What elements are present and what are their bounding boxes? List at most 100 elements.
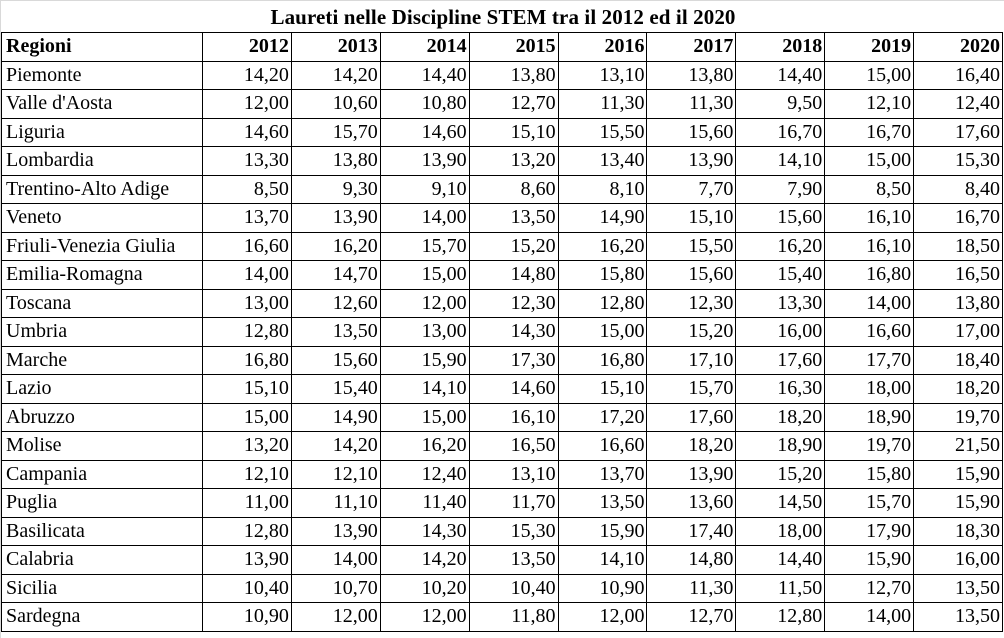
value-cell[interactable]: 16,10: [824, 203, 915, 233]
value-cell[interactable]: 13,70: [202, 203, 292, 233]
value-cell[interactable]: 14,10: [735, 146, 826, 176]
value-cell[interactable]: 12,60: [290, 288, 381, 318]
value-cell[interactable]: 14,00: [824, 288, 915, 318]
value-cell[interactable]: 10,60: [290, 89, 381, 119]
value-cell[interactable]: 15,00: [557, 317, 648, 347]
value-cell[interactable]: 13,50: [468, 545, 559, 575]
value-cell[interactable]: 13,80: [646, 60, 737, 90]
value-cell[interactable]: 10,40: [468, 573, 559, 603]
region-cell[interactable]: Lombardia: [1, 146, 203, 176]
value-cell[interactable]: 15,90: [913, 459, 1004, 489]
value-cell[interactable]: 16,20: [735, 231, 826, 261]
value-cell[interactable]: 14,70: [290, 260, 381, 290]
value-cell[interactable]: 15,10: [202, 374, 292, 404]
value-cell[interactable]: 15,30: [468, 516, 559, 546]
value-cell[interactable]: 16,60: [557, 431, 648, 461]
region-cell[interactable]: Marche: [1, 345, 203, 375]
value-cell[interactable]: 14,80: [646, 545, 737, 575]
value-cell[interactable]: 14,90: [290, 402, 381, 432]
value-cell[interactable]: 8,50: [824, 174, 915, 204]
value-cell[interactable]: 16,80: [824, 260, 915, 290]
value-cell[interactable]: 18,20: [646, 431, 737, 461]
value-cell[interactable]: 15,10: [557, 374, 648, 404]
value-cell[interactable]: 18,30: [913, 516, 1004, 546]
value-cell[interactable]: 18,00: [735, 516, 826, 546]
value-cell[interactable]: 15,10: [468, 117, 559, 147]
value-cell[interactable]: 12,00: [379, 602, 470, 632]
value-cell[interactable]: 13,90: [646, 146, 737, 176]
value-cell[interactable]: 18,20: [913, 374, 1004, 404]
region-cell[interactable]: Valle d'Aosta: [1, 89, 203, 119]
value-cell[interactable]: 11,00: [202, 488, 292, 518]
region-cell[interactable]: Lazio: [1, 374, 203, 404]
value-cell[interactable]: 16,80: [557, 345, 648, 375]
value-cell[interactable]: 13,00: [379, 317, 470, 347]
value-cell[interactable]: 13,90: [379, 146, 470, 176]
value-cell[interactable]: 13,60: [646, 488, 737, 518]
value-cell[interactable]: 10,70: [290, 573, 381, 603]
value-cell[interactable]: 14,40: [379, 60, 470, 90]
region-cell[interactable]: Basilicata: [1, 516, 203, 546]
value-cell[interactable]: 14,20: [202, 60, 292, 90]
region-cell[interactable]: Veneto: [1, 203, 203, 233]
value-cell[interactable]: 14,60: [468, 374, 559, 404]
region-cell[interactable]: Sardegna: [1, 602, 203, 632]
value-cell[interactable]: 9,30: [290, 174, 381, 204]
value-cell[interactable]: 12,00: [557, 602, 648, 632]
value-cell[interactable]: 13,90: [646, 459, 737, 489]
value-cell[interactable]: 12,70: [824, 573, 915, 603]
value-cell[interactable]: 14,00: [824, 602, 915, 632]
value-cell[interactable]: 15,40: [290, 374, 381, 404]
value-cell[interactable]: 14,10: [379, 374, 470, 404]
value-cell[interactable]: 13,80: [290, 146, 381, 176]
value-cell[interactable]: 12,70: [646, 602, 737, 632]
value-cell[interactable]: 13,30: [735, 288, 826, 318]
value-cell[interactable]: 17,20: [557, 402, 648, 432]
value-cell[interactable]: 14,40: [735, 60, 826, 90]
value-cell[interactable]: 13,10: [468, 459, 559, 489]
value-cell[interactable]: 15,00: [379, 260, 470, 290]
region-cell[interactable]: Puglia: [1, 488, 203, 518]
value-cell[interactable]: 11,30: [557, 89, 648, 119]
region-cell[interactable]: Umbria: [1, 317, 203, 347]
value-cell[interactable]: 13,90: [290, 203, 381, 233]
column-header-year[interactable]: 2016: [557, 32, 648, 62]
value-cell[interactable]: 17,40: [646, 516, 737, 546]
value-cell[interactable]: 13,80: [468, 60, 559, 90]
value-cell[interactable]: 14,40: [735, 545, 826, 575]
value-cell[interactable]: 15,90: [379, 345, 470, 375]
value-cell[interactable]: 12,10: [824, 89, 915, 119]
value-cell[interactable]: 15,60: [646, 117, 737, 147]
value-cell[interactable]: 19,70: [913, 402, 1004, 432]
value-cell[interactable]: 16,10: [824, 231, 915, 261]
value-cell[interactable]: 15,60: [646, 260, 737, 290]
region-cell[interactable]: Calabria: [1, 545, 203, 575]
value-cell[interactable]: 13,50: [290, 317, 381, 347]
value-cell[interactable]: 12,00: [379, 288, 470, 318]
value-cell[interactable]: 15,70: [824, 488, 915, 518]
value-cell[interactable]: 15,90: [824, 545, 915, 575]
value-cell[interactable]: 16,80: [202, 345, 292, 375]
value-cell[interactable]: 13,90: [202, 545, 292, 575]
value-cell[interactable]: 13,00: [202, 288, 292, 318]
value-cell[interactable]: 16,30: [735, 374, 826, 404]
value-cell[interactable]: 16,10: [468, 402, 559, 432]
value-cell[interactable]: 12,80: [202, 317, 292, 347]
value-cell[interactable]: 17,60: [913, 117, 1004, 147]
value-cell[interactable]: 18,90: [735, 431, 826, 461]
value-cell[interactable]: 16,20: [290, 231, 381, 261]
value-cell[interactable]: 16,50: [913, 260, 1004, 290]
value-cell[interactable]: 11,40: [379, 488, 470, 518]
value-cell[interactable]: 13,50: [557, 488, 648, 518]
value-cell[interactable]: 15,30: [913, 146, 1004, 176]
value-cell[interactable]: 14,60: [379, 117, 470, 147]
value-cell[interactable]: 13,20: [468, 146, 559, 176]
value-cell[interactable]: 10,40: [202, 573, 292, 603]
value-cell[interactable]: 14,20: [379, 545, 470, 575]
value-cell[interactable]: 15,90: [913, 488, 1004, 518]
value-cell[interactable]: 15,70: [379, 231, 470, 261]
value-cell[interactable]: 17,00: [913, 317, 1004, 347]
value-cell[interactable]: 15,60: [735, 203, 826, 233]
value-cell[interactable]: 16,20: [379, 431, 470, 461]
value-cell[interactable]: 16,50: [468, 431, 559, 461]
